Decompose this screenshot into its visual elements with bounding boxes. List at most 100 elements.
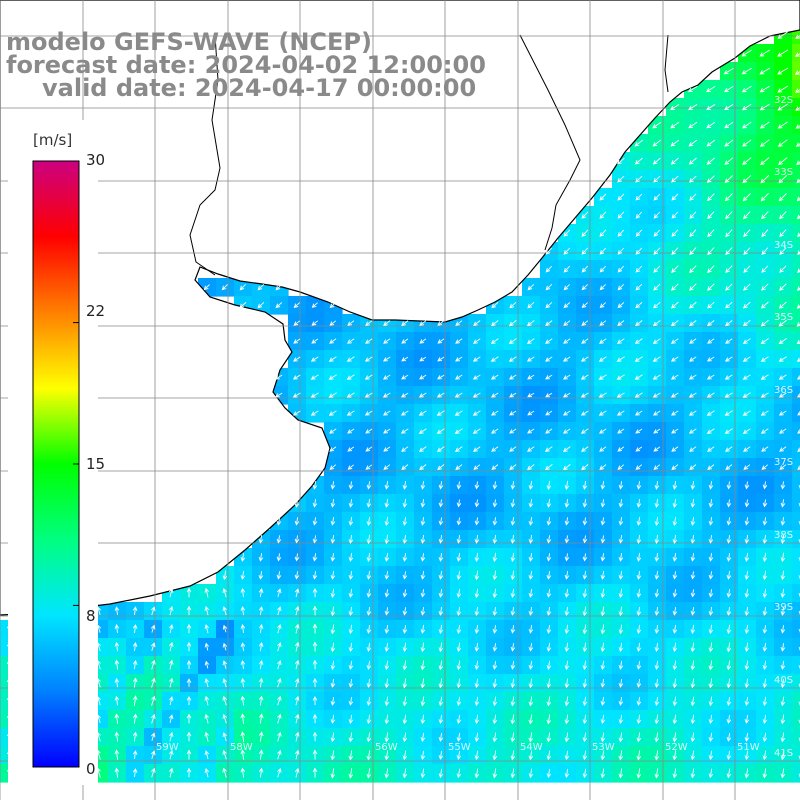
wind-arrow <box>780 660 786 670</box>
speed-cell <box>792 170 800 189</box>
speed-cell <box>792 296 800 315</box>
wind-arrow <box>564 480 570 491</box>
wind-arrow <box>186 641 192 652</box>
wind-arrow <box>330 768 336 779</box>
wind-arrow <box>545 302 553 309</box>
wind-arrow <box>671 428 679 434</box>
wind-arrow <box>708 517 714 526</box>
wind-arrow <box>744 660 750 671</box>
wind-arrow <box>330 732 336 743</box>
speed-cell <box>792 620 800 639</box>
wind-arrow <box>222 732 227 742</box>
wind-arrow <box>671 265 679 273</box>
wind-arrow <box>366 589 372 598</box>
wind-arrow <box>654 660 660 671</box>
wind-arrow <box>759 49 771 57</box>
wind-arrow <box>277 731 282 742</box>
wind-arrow <box>277 660 282 670</box>
wind-arrow <box>490 356 499 362</box>
wind-arrow <box>636 661 642 670</box>
wind-arrow <box>472 356 481 362</box>
wind-arrow <box>689 446 697 452</box>
wind-arrow <box>600 642 606 653</box>
wind-arrow <box>510 643 516 652</box>
wind-arrow <box>795 88 800 93</box>
wind-arrow <box>707 247 715 256</box>
wind-arrow <box>760 374 769 380</box>
wind-arrow <box>114 767 120 778</box>
wind-arrow <box>741 67 752 75</box>
wind-arrow <box>564 768 570 779</box>
wind-arrow <box>724 121 734 129</box>
wind-arrow <box>472 374 481 380</box>
wind-arrow <box>689 211 697 219</box>
wind-arrow <box>582 553 588 562</box>
wind-arrow <box>346 410 355 416</box>
wind-arrow <box>582 571 588 580</box>
wind-arrow <box>636 679 642 688</box>
wind-arrow <box>168 696 174 706</box>
wind-arrow <box>456 606 462 617</box>
wind-arrow <box>616 392 625 398</box>
wind-arrow <box>438 499 444 508</box>
wind-arrow <box>582 714 588 725</box>
wind-arrow <box>762 481 768 490</box>
wind-arrow <box>420 624 426 634</box>
lon-label: 59W <box>156 742 179 753</box>
wind-arrow <box>690 696 696 707</box>
wind-arrow <box>204 624 210 634</box>
wind-arrow <box>598 374 607 380</box>
speed-cell <box>792 242 800 261</box>
wind-arrow <box>436 446 445 452</box>
wind-arrow <box>348 534 354 544</box>
wind-arrow <box>672 660 678 671</box>
wind-arrow <box>384 481 390 490</box>
wind-arrow <box>438 535 444 544</box>
wind-arrow <box>204 767 210 778</box>
wind-arrow <box>636 606 642 617</box>
wind-arrow <box>762 678 768 689</box>
wind-arrow <box>509 392 517 398</box>
lat-label: 32S <box>774 95 794 106</box>
wind-arrow <box>401 338 409 344</box>
wind-arrow <box>456 642 462 653</box>
wind-arrow <box>796 286 800 291</box>
wind-arrow <box>294 695 300 706</box>
wind-arrow <box>294 605 300 616</box>
wind-arrow <box>491 302 499 309</box>
wind-arrow <box>384 732 390 743</box>
wind-arrow <box>329 320 337 326</box>
wind-arrow <box>510 714 516 725</box>
wind-arrow <box>222 695 227 706</box>
wind-arrow <box>240 731 246 742</box>
wind-arrow <box>239 302 247 309</box>
wind-arrow <box>653 175 661 183</box>
wind-arrow <box>759 121 770 129</box>
wind-arrow <box>474 606 480 617</box>
wind-arrow <box>780 552 786 563</box>
wind-arrow <box>169 677 174 688</box>
wind-arrow <box>347 338 355 344</box>
wind-arrow <box>420 535 426 544</box>
wind-arrow <box>744 714 750 724</box>
wind-arrow <box>186 678 192 687</box>
wind-arrow <box>636 624 642 635</box>
wind-arrow <box>258 677 264 688</box>
wind-arrow <box>672 498 678 509</box>
wind-arrow <box>779 265 787 273</box>
wind-arrow <box>348 516 354 526</box>
speed-cell <box>792 728 800 747</box>
wind-arrow <box>762 750 768 761</box>
wind-arrow <box>438 750 444 760</box>
wind-arrow <box>456 481 462 490</box>
wind-arrow <box>794 70 800 75</box>
wind-arrow <box>510 534 516 544</box>
wind-arrow <box>258 588 264 598</box>
wind-arrow <box>437 464 445 471</box>
wind-arrow <box>491 464 499 471</box>
wind-arrow <box>366 714 372 725</box>
wind-arrow <box>777 85 789 93</box>
wind-arrow <box>510 661 516 670</box>
wind-arrow <box>419 464 427 471</box>
wind-arrow <box>293 356 301 362</box>
